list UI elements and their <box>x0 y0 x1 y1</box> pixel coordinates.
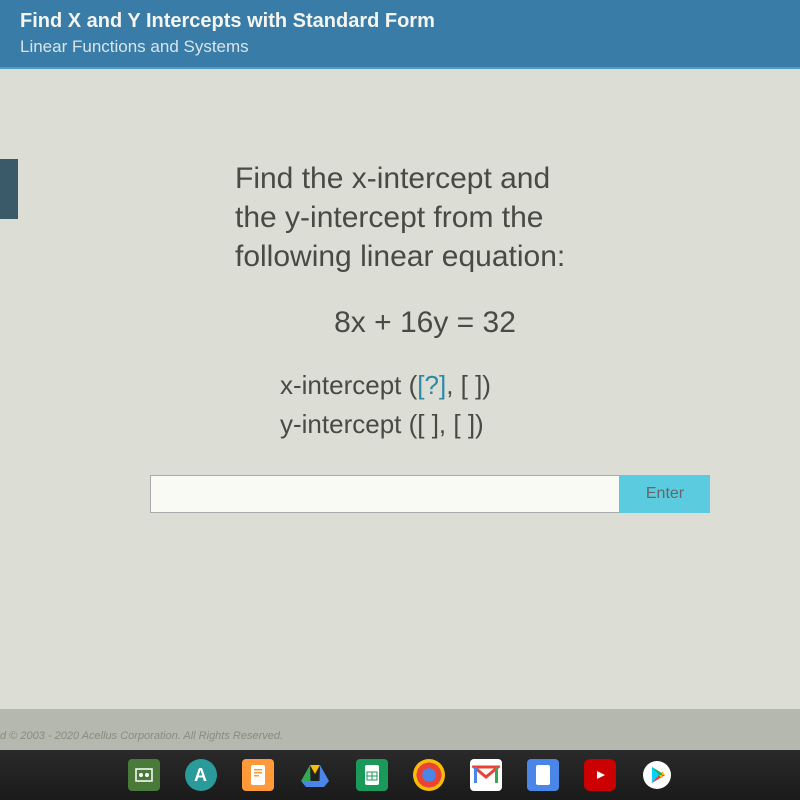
x-intercept-rest: , [ ]) <box>446 370 491 400</box>
question-line-3: following linear equation: <box>235 237 740 276</box>
answer-input-row: Enter <box>150 475 740 513</box>
file-icon[interactable] <box>527 759 559 791</box>
question-line-2: the y-intercept from the <box>235 198 740 237</box>
answer-input[interactable] <box>150 475 620 513</box>
drive-icon[interactable] <box>299 759 331 791</box>
apps-icon[interactable]: A <box>185 759 217 791</box>
header-title: Find X and Y Intercepts with Standard Fo… <box>20 10 780 33</box>
question-prompt: Find the x-intercept and the y-intercept… <box>235 159 740 276</box>
header-subtitle: Linear Functions and Systems <box>20 37 780 57</box>
x-intercept-label: x-intercept ( <box>280 370 417 400</box>
sheets-icon[interactable] <box>356 759 388 791</box>
page-header: Find X and Y Intercepts with Standard Fo… <box>0 0 800 69</box>
chrome-icon[interactable] <box>413 759 445 791</box>
play-store-icon[interactable] <box>641 759 673 791</box>
question-line-1: Find the x-intercept and <box>235 159 740 198</box>
y-intercept-line: y-intercept ([ ], [ ]) <box>280 409 740 440</box>
x-intercept-input-placeholder[interactable]: [?] <box>417 370 446 400</box>
content-area: Find the x-intercept and the y-intercept… <box>0 69 800 709</box>
equation-text: 8x + 16y = 32 <box>110 306 740 340</box>
gmail-icon[interactable] <box>470 759 502 791</box>
enter-button[interactable]: Enter <box>620 475 710 513</box>
docs-icon[interactable] <box>242 759 274 791</box>
x-intercept-line: x-intercept ([?], [ ]) <box>280 370 740 401</box>
copyright-text: d © 2003 - 2020 Acellus Corporation. All… <box>0 730 283 742</box>
left-tab-indicator[interactable] <box>0 159 18 219</box>
classroom-icon[interactable] <box>128 759 160 791</box>
taskbar: A <box>0 750 800 800</box>
youtube-icon[interactable] <box>584 759 616 791</box>
